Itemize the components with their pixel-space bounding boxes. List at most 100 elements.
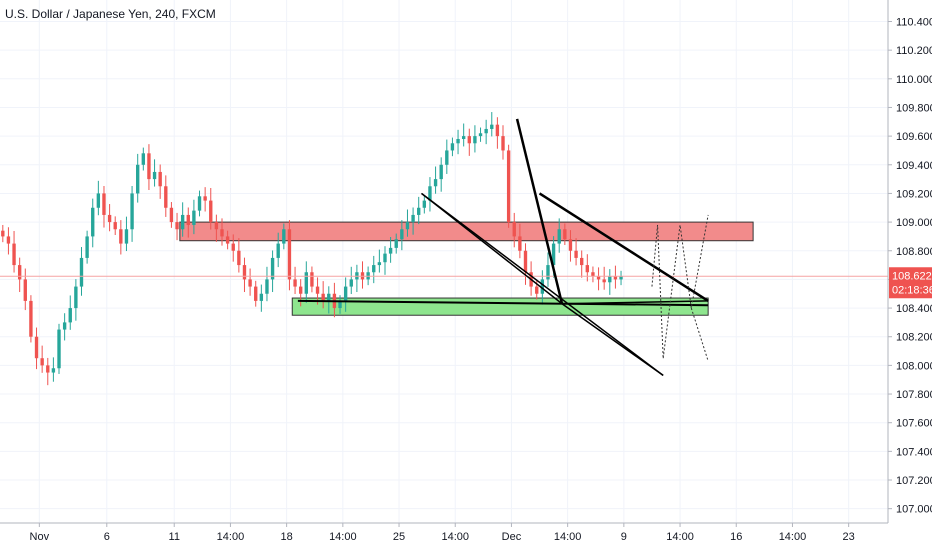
- candle-body: [456, 138, 460, 144]
- candle-body: [433, 179, 438, 187]
- y-tick-label: 109.800: [896, 102, 932, 114]
- candle-body: [428, 186, 432, 201]
- candle-body: [192, 210, 196, 225]
- candle-body: [96, 193, 101, 208]
- candle-body: [57, 329, 61, 369]
- x-tick-label: 16: [730, 531, 742, 543]
- candle-body: [12, 243, 16, 266]
- candle-body: [113, 222, 117, 230]
- candle-body: [186, 214, 190, 225]
- y-tick-label: 109.400: [896, 160, 932, 172]
- y-tick-label: 109.200: [896, 188, 932, 200]
- y-tick-label: 108.000: [896, 360, 932, 372]
- x-tick-label: 14:00: [554, 531, 582, 543]
- y-tick-label: 108.200: [896, 332, 932, 344]
- candle-body: [214, 222, 219, 230]
- x-tick-label: 9: [621, 531, 627, 543]
- x-tick-label: 14:00: [666, 531, 694, 543]
- candle-body: [124, 229, 129, 244]
- price-badge: [889, 267, 932, 299]
- x-tick-label: 11: [169, 531, 180, 543]
- x-tick-label: 14:00: [779, 531, 807, 543]
- candle-body: [551, 243, 556, 266]
- candle-body: [220, 229, 224, 237]
- projection-path: [651, 224, 664, 359]
- candle-body: [282, 229, 286, 244]
- candle-body: [287, 229, 292, 280]
- y-tick-label: 110.400: [896, 16, 932, 28]
- candle-body: [445, 150, 449, 165]
- candle-body: [540, 279, 545, 294]
- candle-body: [478, 133, 483, 137]
- candle-body: [450, 143, 455, 151]
- candle-body: [546, 265, 550, 280]
- candle-body: [242, 265, 247, 280]
- candle-body: [377, 262, 382, 266]
- candle-body: [490, 124, 494, 129]
- candle-body: [619, 276, 623, 280]
- candle-body: [608, 276, 612, 283]
- candle-body: [473, 136, 477, 144]
- chart-title: U.S. Dollar / Japanese Yen, 240, FXCM: [5, 7, 216, 21]
- y-tick-label: 109.000: [896, 217, 932, 229]
- candle-body: [248, 279, 252, 287]
- candle-body: [327, 293, 331, 301]
- candle-body: [372, 265, 376, 273]
- candle-body: [557, 229, 561, 244]
- candle-body: [169, 207, 174, 223]
- candle-body: [180, 214, 185, 230]
- candle-body: [591, 272, 595, 277]
- candle-body: [467, 136, 471, 144]
- candle-body: [102, 193, 106, 215]
- candle-body: [298, 286, 303, 294]
- candle-body: [310, 272, 314, 287]
- candle-body: [270, 257, 275, 280]
- x-tick-label: 18: [281, 531, 293, 543]
- candle-body: [523, 250, 528, 273]
- candle-body: [613, 276, 618, 280]
- y-tick-label: 108.800: [896, 246, 932, 258]
- candle-body: [254, 286, 258, 301]
- candle-body: [231, 243, 235, 251]
- candle-body: [23, 279, 27, 301]
- candle-body: [79, 257, 84, 287]
- candle-body: [46, 365, 50, 373]
- y-tick-label: 107.600: [896, 418, 932, 430]
- candle-body: [136, 164, 140, 194]
- candle-body: [51, 368, 56, 373]
- candle-body: [461, 136, 466, 139]
- candle-body: [107, 214, 112, 223]
- candle-body: [304, 272, 308, 294]
- candle-body: [495, 124, 500, 137]
- candle-body: [119, 229, 123, 244]
- price-badge-value: 108.622: [892, 270, 932, 282]
- x-tick-label: 25: [393, 531, 405, 543]
- projection-path: [690, 307, 709, 362]
- candle-body: [580, 257, 584, 266]
- candle-body: [203, 196, 207, 201]
- candle-body: [321, 293, 325, 301]
- candle-body: [574, 250, 578, 258]
- candle-body: [417, 207, 421, 215]
- support-trendline: [297, 299, 709, 307]
- resistance-zone: [179, 221, 754, 242]
- candle-body: [338, 300, 342, 309]
- candle-body: [91, 207, 95, 237]
- y-tick-label: 110.000: [896, 74, 932, 86]
- candle-body: [237, 250, 241, 266]
- candle-body: [17, 265, 22, 280]
- candle-body: [315, 286, 320, 294]
- triangle-top: [538, 192, 709, 302]
- x-tick-label: 14:00: [217, 531, 245, 543]
- y-tick-label: 107.200: [896, 475, 932, 487]
- candle-body: [225, 236, 230, 244]
- y-tick-label: 108.400: [896, 303, 932, 315]
- candle-body: [596, 276, 601, 280]
- triangle-bottom: [562, 300, 709, 305]
- candle-body: [343, 286, 348, 301]
- candle-body: [29, 300, 33, 337]
- candle-body: [175, 222, 179, 230]
- candle-body: [484, 128, 488, 134]
